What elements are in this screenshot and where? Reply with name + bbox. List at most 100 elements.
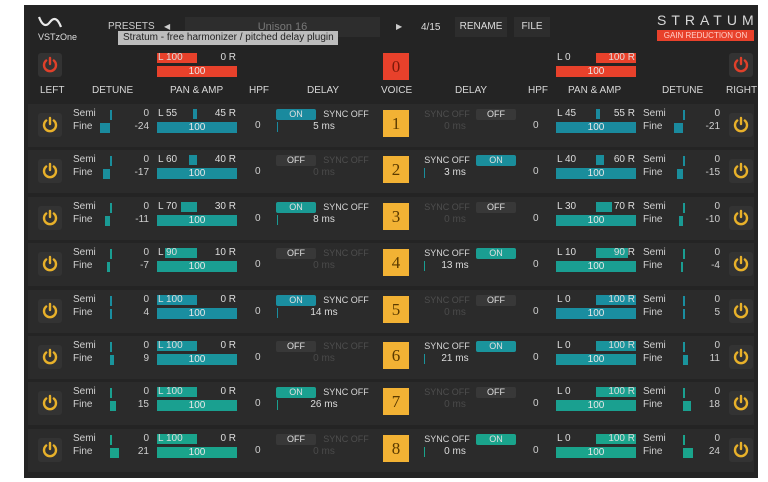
amp-slider-right[interactable]: 100	[556, 400, 636, 411]
fine-slider[interactable]	[110, 448, 119, 458]
delay-time-right[interactable]: 21 ms	[441, 353, 469, 364]
next-preset-button[interactable]: ▶	[396, 22, 403, 31]
amp-slider-right[interactable]: 100	[556, 447, 636, 458]
voice-number-box[interactable]: 7	[383, 388, 409, 415]
delay-time-right[interactable]: 3 ms	[444, 167, 466, 178]
delay-time-right[interactable]: 0 ms	[444, 214, 466, 225]
delay-toggle-left[interactable]: OFF	[276, 341, 316, 352]
pan-right-value-right[interactable]: 90 R	[613, 247, 635, 258]
left-power-button[interactable]	[38, 159, 62, 183]
delay-toggle-left[interactable]: OFF	[276, 434, 316, 445]
prev-preset-button[interactable]: ◀	[164, 22, 171, 31]
amp-slider-right[interactable]: 100	[556, 122, 636, 133]
semi-slider[interactable]	[110, 110, 112, 120]
delay-toggle-right[interactable]: OFF	[476, 295, 516, 306]
amp-slider-left[interactable]: 100	[157, 354, 237, 365]
master-left-power-button[interactable]	[38, 53, 62, 77]
right-power-button[interactable]	[729, 299, 753, 323]
delay-time-left[interactable]: 8 ms	[313, 214, 335, 225]
hpf-left-value[interactable]: 0	[255, 213, 261, 224]
amp-slider-right[interactable]: 100	[556, 215, 636, 226]
hpf-left-value[interactable]: 0	[255, 352, 261, 363]
delay-toggle-right[interactable]: OFF	[476, 109, 516, 120]
semi-slider[interactable]	[110, 388, 112, 398]
pan-right-value-right[interactable]: 100 R	[608, 433, 635, 444]
voice-number-box[interactable]: 6	[383, 342, 409, 369]
semi-slider[interactable]	[110, 342, 112, 352]
hpf-right-value[interactable]: 0	[533, 352, 539, 363]
delay-toggle-left[interactable]: ON	[276, 202, 316, 213]
delay-toggle-right[interactable]: ON	[476, 434, 516, 445]
amp-slider-right[interactable]: 100	[556, 354, 636, 365]
amp-slider-left[interactable]: 100	[157, 215, 237, 226]
amp-slider-left[interactable]: 100	[157, 447, 237, 458]
delay-time-left[interactable]: 0 ms	[313, 167, 335, 178]
sync-toggle-left[interactable]: SYNC OFF	[323, 248, 369, 258]
fine-slider[interactable]	[674, 123, 683, 133]
sync-toggle-left[interactable]: SYNC OFF	[323, 155, 369, 165]
delay-time-left[interactable]: 0 ms	[313, 260, 335, 271]
delay-toggle-right[interactable]: OFF	[476, 387, 516, 398]
sync-toggle-left[interactable]: SYNC OFF	[323, 202, 369, 212]
right-power-button[interactable]	[729, 252, 753, 276]
pan-right-value-left[interactable]: 10 R	[214, 247, 236, 258]
hpf-right-value[interactable]: 0	[533, 398, 539, 409]
right-power-button[interactable]	[729, 438, 753, 462]
sync-toggle-right[interactable]: SYNC OFF	[424, 295, 470, 305]
sync-toggle-left[interactable]: SYNC OFF	[323, 295, 369, 305]
semi-slider[interactable]	[683, 249, 685, 259]
hpf-left-value[interactable]: 0	[255, 120, 261, 131]
pan-right-value-master-right[interactable]: 100 R	[608, 52, 635, 63]
master-right-power-button[interactable]	[729, 53, 753, 77]
voice-0-box[interactable]: 0	[383, 53, 409, 80]
left-power-button[interactable]	[38, 252, 62, 276]
sync-toggle-right[interactable]: SYNC OFF	[424, 387, 470, 397]
delay-toggle-right[interactable]: ON	[476, 341, 516, 352]
semi-slider[interactable]	[110, 203, 112, 213]
pan-right-value-left[interactable]: 40 R	[214, 154, 236, 165]
delay-time-right[interactable]: 0 ms	[444, 446, 466, 457]
sync-toggle-left[interactable]: SYNC OFF	[323, 387, 369, 397]
fine-slider[interactable]	[102, 169, 110, 179]
hpf-right-value[interactable]: 0	[533, 120, 539, 131]
left-power-button[interactable]	[38, 391, 62, 415]
fine-slider[interactable]	[683, 309, 686, 319]
pan-right-value-master-left[interactable]: 0 R	[220, 52, 236, 63]
fine-slider[interactable]	[110, 401, 117, 411]
fine-slider[interactable]	[683, 355, 688, 365]
pan-right-value-left[interactable]: 0 R	[220, 294, 236, 305]
presets-button[interactable]: PRESETS	[108, 21, 155, 32]
delay-toggle-right[interactable]: ON	[476, 248, 516, 259]
pan-right-value-right[interactable]: 60 R	[613, 154, 635, 165]
pan-right-value-left[interactable]: 0 R	[220, 433, 236, 444]
delay-time-left[interactable]: 5 ms	[313, 121, 335, 132]
sync-toggle-right[interactable]: SYNC OFF	[424, 434, 470, 444]
delay-time-left[interactable]: 0 ms	[313, 353, 335, 364]
hpf-left-value[interactable]: 0	[255, 259, 261, 270]
hpf-left-value[interactable]: 0	[255, 306, 261, 317]
semi-slider[interactable]	[110, 296, 112, 306]
rename-button[interactable]: RENAME	[455, 17, 507, 37]
hpf-right-value[interactable]: 0	[533, 445, 539, 456]
semi-slider[interactable]	[683, 342, 685, 352]
left-power-button[interactable]	[38, 438, 62, 462]
delay-time-left[interactable]: 0 ms	[313, 446, 335, 457]
semi-slider[interactable]	[683, 296, 685, 306]
amp-slider-left[interactable]: 100	[157, 308, 237, 319]
fine-slider[interactable]	[99, 123, 110, 133]
delay-time-right[interactable]: 0 ms	[444, 307, 466, 318]
hpf-right-value[interactable]: 0	[533, 213, 539, 224]
amp-slider-right[interactable]: 100	[556, 308, 636, 319]
semi-slider[interactable]	[110, 435, 112, 445]
delay-toggle-right[interactable]: ON	[476, 155, 516, 166]
semi-slider[interactable]	[683, 110, 685, 120]
fine-slider[interactable]	[678, 216, 683, 226]
fine-slider[interactable]	[107, 262, 110, 272]
pan-right-value-right[interactable]: 70 R	[613, 201, 635, 212]
pan-right-value-left[interactable]: 0 R	[220, 386, 236, 397]
hpf-left-value[interactable]: 0	[255, 445, 261, 456]
amp-slider-right[interactable]: 100	[556, 168, 636, 179]
voice-number-box[interactable]: 2	[383, 156, 409, 183]
right-power-button[interactable]	[729, 206, 753, 230]
delay-time-right[interactable]: 0 ms	[444, 399, 466, 410]
